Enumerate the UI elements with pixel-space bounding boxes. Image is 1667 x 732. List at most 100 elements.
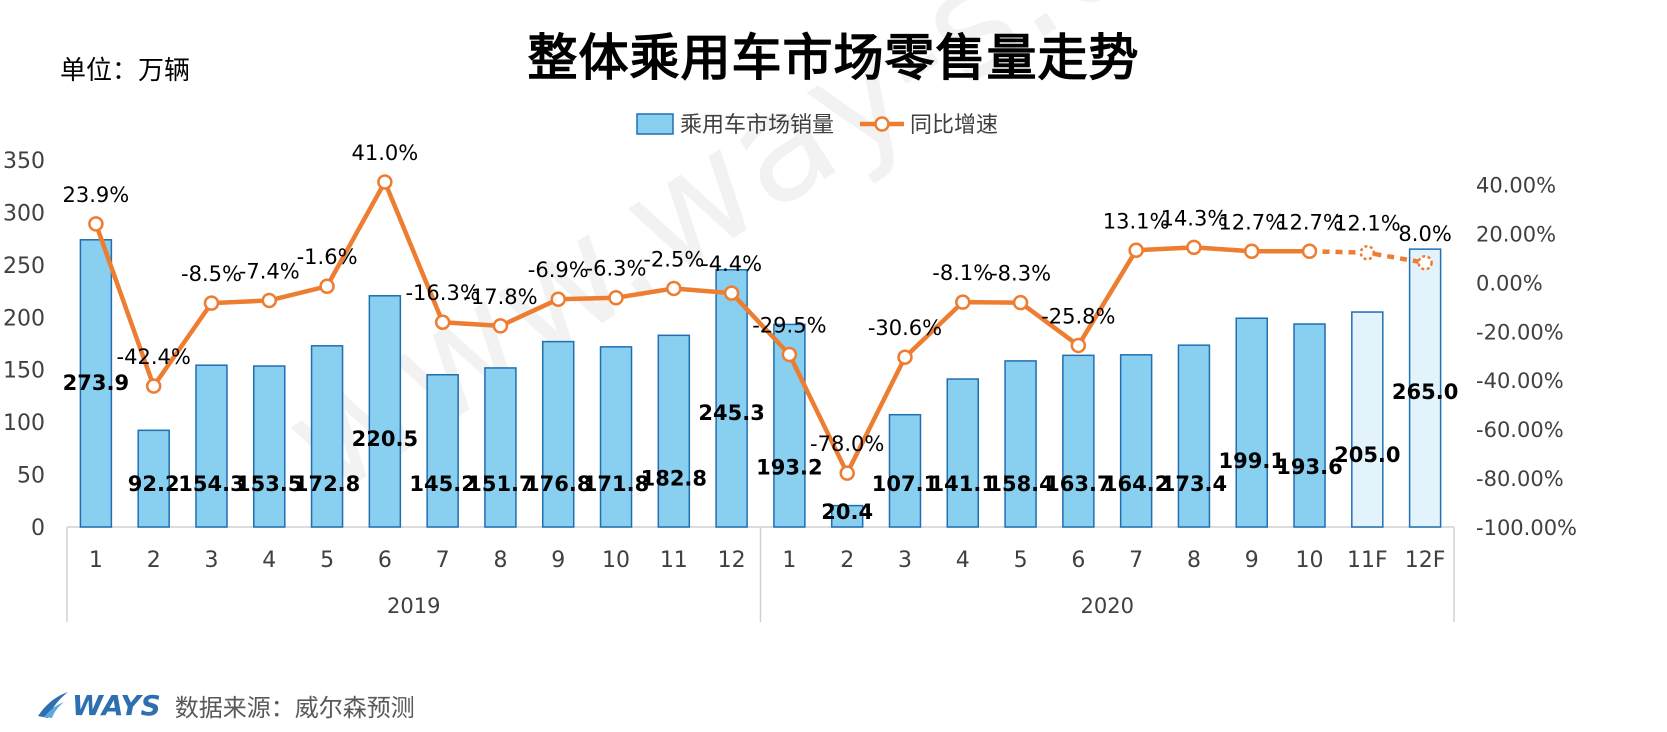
bar	[1293, 323, 1326, 528]
growth-point	[1417, 255, 1433, 271]
bar-data-label: 172.8	[294, 472, 360, 496]
growth-point	[723, 285, 740, 301]
line-data-label: 41.0%	[351, 141, 418, 165]
growth-point	[1301, 243, 1318, 260]
legend-bar-swatch	[636, 113, 674, 135]
bar-data-label: 141.1	[930, 472, 996, 496]
y-left-tick-label: 250	[3, 254, 45, 279]
growth-point	[377, 174, 393, 190]
bar	[79, 239, 113, 528]
ways-logo-text: WAYS	[72, 688, 161, 722]
bar-data-label: 171.8	[583, 472, 649, 496]
bar	[310, 345, 344, 528]
y-right-tick-label: 20.00%	[1476, 222, 1556, 246]
y-right-tick-label: -40.00%	[1476, 369, 1564, 393]
unit-label: 单位：万辆	[60, 56, 191, 86]
bar-data-label: 273.9	[63, 371, 129, 395]
x-tick-label: 5	[1014, 548, 1028, 573]
x-tick-label: 6	[378, 548, 392, 573]
y-right-tick-label: -60.00%	[1476, 418, 1564, 442]
line-data-label: -25.8%	[1041, 304, 1115, 328]
line-data-label: 8.0%	[1398, 222, 1451, 246]
x-tick-label: 12	[718, 548, 746, 573]
growth-point	[897, 349, 913, 365]
line-data-label: 12.7%	[1276, 210, 1343, 234]
growth-point	[434, 314, 451, 330]
growth-point	[261, 292, 278, 309]
growth-point	[492, 318, 509, 334]
line-data-label: 14.3%	[1161, 206, 1228, 230]
ways-logo: WAYS	[36, 689, 161, 722]
bar-data-label: 199.1	[1219, 449, 1285, 473]
x-tick-label: 5	[320, 548, 334, 573]
line-data-label: 23.9%	[63, 183, 130, 207]
bar	[541, 340, 575, 528]
growth-point	[145, 378, 162, 394]
line-data-label: -78.0%	[810, 432, 884, 456]
bar-data-label: 205.0	[1334, 443, 1400, 467]
x-tick-label: 3	[898, 548, 912, 573]
line-data-label: -29.5%	[752, 314, 826, 338]
x-tick-label: 4	[262, 548, 276, 573]
y-right-tick-label: 0.00%	[1476, 271, 1543, 295]
bar	[830, 504, 864, 528]
line-data-label: -17.8%	[463, 285, 537, 309]
bar-data-label: 151.7	[467, 472, 533, 496]
x-tick-label: 8	[493, 548, 507, 573]
y-left-tick-label: 0	[31, 516, 45, 541]
y-left-tick-label: 300	[3, 201, 45, 226]
bar	[1235, 317, 1268, 528]
bar	[946, 378, 980, 528]
bar	[1119, 354, 1153, 528]
x-tick-label: 1	[782, 548, 796, 573]
bar	[599, 346, 633, 528]
bar-data-label: 158.4	[987, 472, 1053, 496]
line-data-label: -1.6%	[297, 245, 358, 269]
growth-point	[1186, 239, 1202, 256]
x-tick-label: 2	[147, 548, 161, 573]
line-data-label: -8.1%	[932, 261, 993, 285]
legend-line-label: 同比增速	[910, 113, 998, 138]
line-data-label: 12.1%	[1334, 212, 1401, 236]
line-data-label: -16.3%	[405, 281, 479, 305]
bar-data-label: 164.2	[1103, 472, 1169, 496]
line-data-label: -30.6%	[868, 316, 942, 340]
x-tick-label: 3	[204, 548, 218, 573]
bar-data-label: 193.2	[756, 455, 822, 479]
legend-bar-label: 乘用车市场销量	[680, 113, 834, 138]
x-group-label: 2019	[387, 594, 440, 618]
line-data-label: 12.7%	[1218, 210, 1285, 234]
bar	[657, 334, 691, 528]
x-tick-label: 12F	[1405, 548, 1446, 573]
line-data-label: -8.3%	[990, 262, 1051, 286]
bar-data-label: 176.8	[525, 472, 591, 496]
bar	[253, 365, 286, 528]
x-tick-label: 2	[840, 548, 854, 573]
line-data-label: -2.5%	[643, 247, 704, 271]
y-right-tick-label: 40.00%	[1476, 173, 1556, 197]
growth-point	[88, 216, 104, 232]
bar-data-label: 265.0	[1392, 380, 1458, 404]
growth-point	[1012, 294, 1029, 311]
x-tick-label: 4	[956, 548, 970, 573]
line-data-label: -6.9%	[528, 258, 589, 282]
y-right-tick-label: -20.00%	[1476, 320, 1564, 344]
growth-point	[608, 289, 624, 306]
growth-point	[666, 280, 682, 297]
x-tick-label: 1	[89, 548, 103, 573]
x-group-label: 2020	[1081, 594, 1134, 618]
source-row: WAYS 数据来源：威尔森预测	[36, 685, 415, 725]
line-data-label: -8.5%	[181, 262, 242, 286]
x-tick-label: 11	[660, 548, 688, 573]
bar-data-label: 107.1	[872, 472, 938, 496]
x-tick-label: 11F	[1347, 548, 1388, 573]
bar	[484, 367, 517, 528]
bar-data-label: 154.3	[178, 472, 244, 496]
bar	[1351, 311, 1384, 528]
bar-data-label: 193.6	[1276, 455, 1342, 479]
bar	[368, 295, 402, 528]
bar-data-label: 220.5	[352, 427, 418, 451]
bar-data-label: 153.5	[236, 472, 302, 496]
bar	[137, 429, 170, 528]
growth-point	[955, 294, 971, 310]
